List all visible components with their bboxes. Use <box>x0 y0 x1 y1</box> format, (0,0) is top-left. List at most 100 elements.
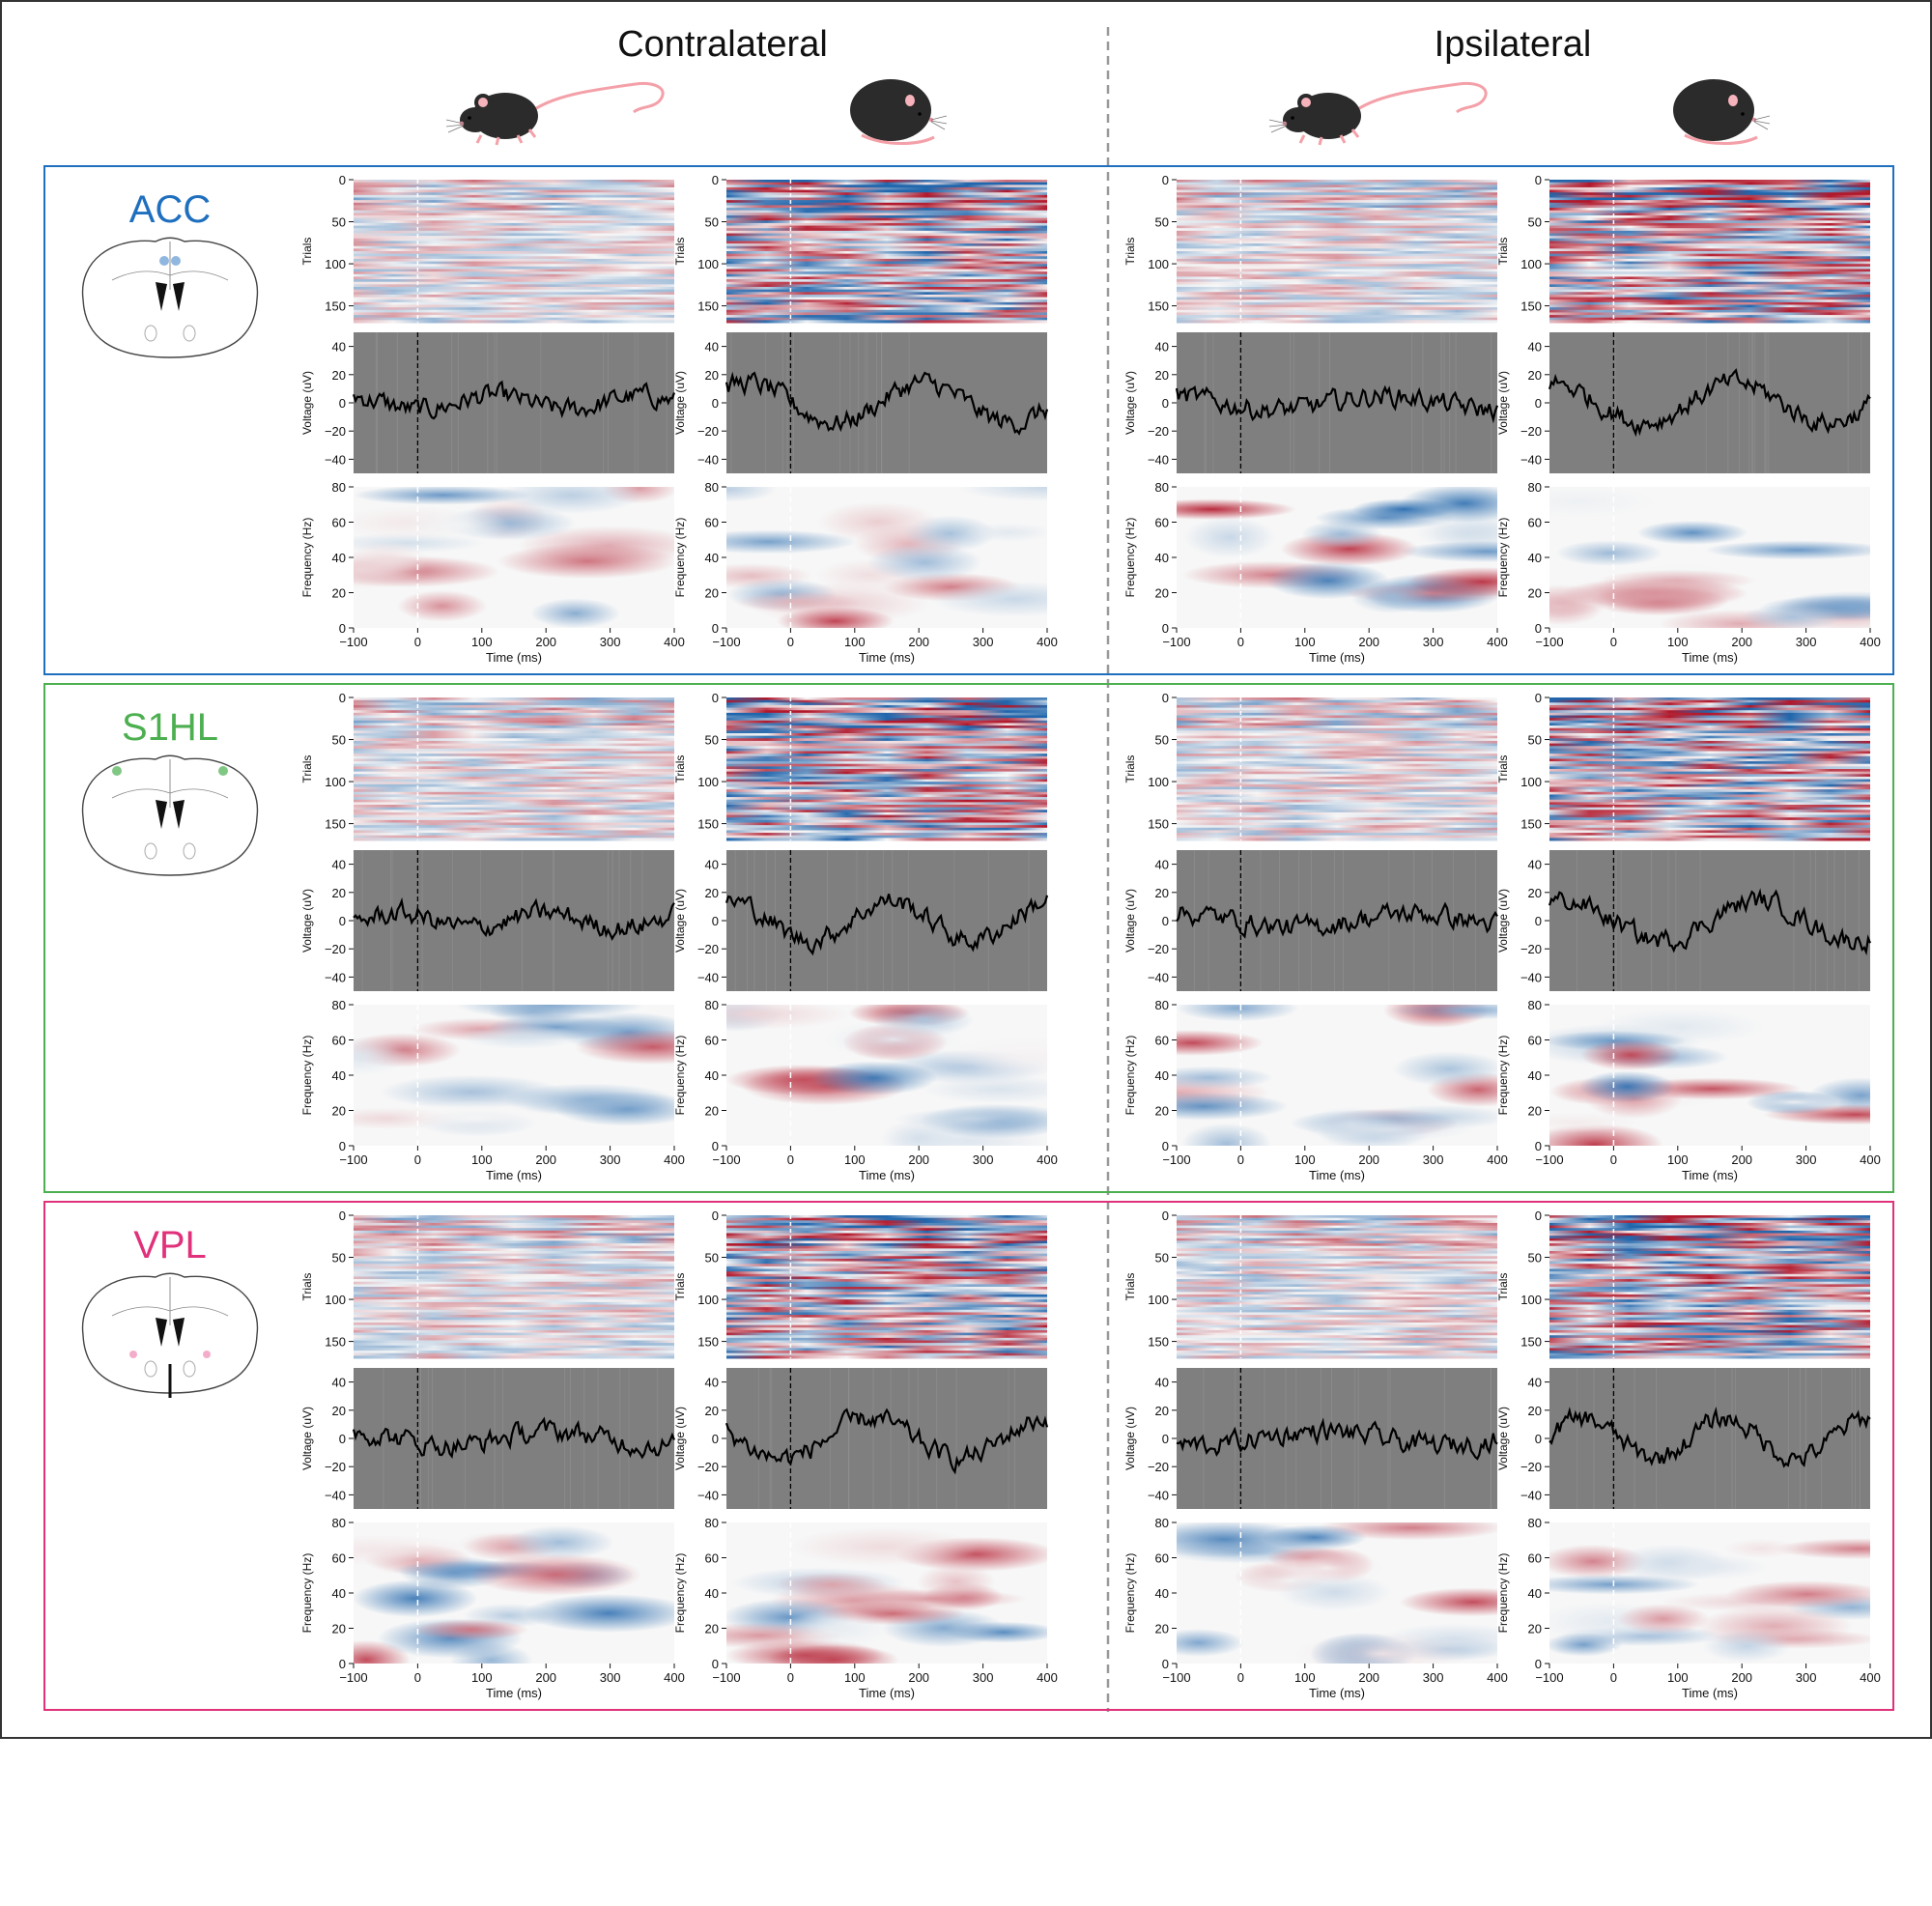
y-tick-label: 0 <box>1535 691 1542 705</box>
y-tick-label: 20 <box>332 1104 346 1119</box>
trial-row <box>1177 241 1497 244</box>
y-axis-label: Frequency (Hz) <box>300 1553 314 1634</box>
trial-row <box>1177 833 1497 837</box>
trial-row <box>354 819 674 823</box>
power-blob <box>963 523 1047 543</box>
trial-row <box>1177 805 1497 809</box>
trial-row <box>1549 230 1870 234</box>
trial-row <box>726 1352 1047 1356</box>
trial-row <box>726 1337 1047 1341</box>
trial-row <box>1549 797 1870 801</box>
trial-row <box>726 1220 1047 1224</box>
trial-row <box>1177 1284 1497 1288</box>
y-tick-label: 60 <box>1528 1034 1542 1048</box>
trial-row <box>354 182 674 185</box>
trial-row <box>354 309 674 313</box>
trial-row <box>354 718 674 722</box>
trial-row <box>726 258 1047 263</box>
trial-row <box>354 256 674 260</box>
trial-row <box>354 307 674 311</box>
trial-row <box>726 264 1047 268</box>
trial-row <box>1549 1256 1870 1260</box>
y-axis-label: Trials <box>1496 238 1510 266</box>
y-tick-label: 50 <box>705 733 719 748</box>
trial-row <box>726 1228 1047 1232</box>
trial-row <box>1177 276 1497 280</box>
x-tick-label: 400 <box>1860 635 1881 649</box>
y-tick-label: 80 <box>705 480 719 495</box>
y-tick-label: 40 <box>1528 1068 1542 1083</box>
trial-row <box>354 712 674 716</box>
trial-row <box>726 307 1047 311</box>
trial-row <box>1549 699 1870 703</box>
y-tick-label: 40 <box>1155 1586 1169 1601</box>
trial-row <box>1177 1304 1497 1308</box>
trial-row <box>1549 817 1870 821</box>
trial-row <box>1177 1348 1497 1351</box>
trial-row <box>354 197 674 201</box>
trial-row <box>1549 830 1870 834</box>
trial-row <box>354 1279 674 1283</box>
trial-row <box>1549 217 1870 221</box>
trial-row <box>354 707 674 711</box>
trial-row <box>1177 794 1497 798</box>
trial-row <box>1549 1268 1870 1272</box>
y-tick-label: 40 <box>1155 551 1169 565</box>
trial-row <box>1177 1287 1497 1291</box>
trial-row <box>726 269 1047 272</box>
power-blob <box>1399 1587 1497 1617</box>
x-tick-label: 300 <box>1796 635 1817 649</box>
y-tick-label: 0 <box>1162 173 1169 187</box>
power-blob <box>1177 498 1296 520</box>
trial-row <box>1549 776 1870 781</box>
trial-row <box>354 1266 674 1269</box>
power-blob <box>498 487 644 515</box>
trial-row <box>726 1317 1047 1321</box>
mean-voltage-trace <box>1176 1417 1498 1461</box>
y-tick-label: 20 <box>1155 586 1169 601</box>
trial-row <box>354 1253 674 1257</box>
x-tick-label: −100 <box>1535 1670 1563 1685</box>
trial-row <box>1177 1281 1497 1285</box>
trial-row <box>1549 718 1870 722</box>
trial-row <box>1549 238 1870 242</box>
trials-heatmap: 0 50 100 150 Trials <box>673 691 1047 841</box>
x-axis-label: Time (ms) <box>486 1168 542 1182</box>
trial-row <box>726 1329 1047 1334</box>
y-axis-label: Frequency (Hz) <box>300 1036 314 1116</box>
trial-row <box>1549 1281 1870 1285</box>
y-tick-label: 50 <box>1155 733 1169 748</box>
trial-row <box>1549 819 1870 823</box>
power-blob <box>867 543 982 582</box>
trial-row <box>726 1307 1047 1311</box>
trial-row <box>354 779 674 782</box>
power-blob <box>1180 1123 1272 1146</box>
y-tick-label: 80 <box>332 480 346 495</box>
trial-row <box>354 761 674 765</box>
trial-row <box>354 720 674 724</box>
y-tick-label: 20 <box>332 886 346 900</box>
y-axis-label: Frequency (Hz) <box>1496 518 1510 598</box>
trial-row <box>1177 1351 1497 1354</box>
trial-row <box>1549 1327 1870 1331</box>
y-tick-label: 0 <box>1535 1139 1542 1153</box>
trial-row <box>726 833 1047 837</box>
trial-row <box>726 825 1047 829</box>
trial-row <box>1177 1256 1497 1260</box>
walking-mouse-icon <box>1268 81 1488 146</box>
y-axis-label: Voltage (uV) <box>1123 889 1137 953</box>
x-tick-label: −100 <box>1162 1152 1190 1167</box>
x-tick-label: 100 <box>471 1152 493 1167</box>
power-blob <box>504 1525 615 1560</box>
x-tick-label: 200 <box>1358 1152 1379 1167</box>
trial-row <box>354 294 674 299</box>
trial-row <box>1549 1217 1870 1221</box>
trial-row <box>1177 1315 1497 1319</box>
trial-row <box>726 786 1047 790</box>
y-axis-label: Frequency (Hz) <box>1123 1036 1137 1116</box>
trial-row <box>726 215 1047 219</box>
trial-row <box>726 799 1047 803</box>
power-blob <box>1598 569 1756 592</box>
trial-row <box>726 320 1047 324</box>
